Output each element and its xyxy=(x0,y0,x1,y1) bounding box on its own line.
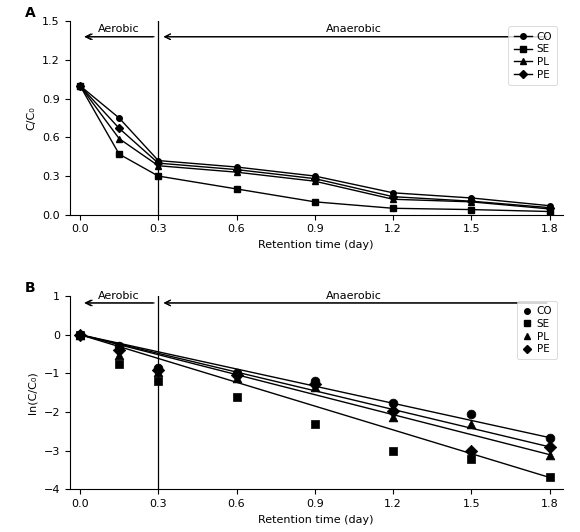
Point xyxy=(154,364,163,372)
Text: Aerobic: Aerobic xyxy=(99,24,140,34)
PE xyxy=(155,160,162,167)
Point xyxy=(545,451,554,459)
Point xyxy=(75,330,85,339)
CO xyxy=(546,203,553,209)
X-axis label: Retention time (day): Retention time (day) xyxy=(258,240,374,250)
PL xyxy=(546,206,553,212)
Line: PE: PE xyxy=(77,83,552,211)
Line: PL: PL xyxy=(77,83,552,212)
Legend: CO, SE, PL, PE: CO, SE, PL, PE xyxy=(517,301,557,360)
PL xyxy=(468,198,475,205)
Point xyxy=(310,377,320,385)
Point xyxy=(75,330,85,339)
Point xyxy=(389,412,398,421)
SE xyxy=(155,173,162,179)
Point xyxy=(114,342,124,350)
Point xyxy=(75,330,85,339)
Point xyxy=(389,446,398,455)
Point xyxy=(389,399,398,408)
PE xyxy=(390,194,397,200)
Point xyxy=(467,419,476,428)
SE xyxy=(77,82,84,89)
PL xyxy=(77,82,84,89)
PL xyxy=(115,136,122,142)
Text: Aerobic: Aerobic xyxy=(99,291,140,301)
PE xyxy=(115,125,122,131)
Text: Anaerobic: Anaerobic xyxy=(326,24,382,34)
Point xyxy=(310,419,320,428)
Text: Anaerobic: Anaerobic xyxy=(326,291,382,301)
Line: SE: SE xyxy=(77,83,552,214)
Point xyxy=(75,330,85,339)
SE xyxy=(468,206,475,213)
CO xyxy=(311,173,318,179)
PE xyxy=(233,167,240,173)
PE xyxy=(468,198,475,204)
PL xyxy=(311,178,318,185)
SE xyxy=(546,209,553,215)
CO xyxy=(115,115,122,121)
Point xyxy=(232,371,241,379)
Point xyxy=(545,434,554,442)
Point xyxy=(114,351,124,359)
Point xyxy=(310,383,320,391)
SE xyxy=(233,186,240,192)
PL xyxy=(155,163,162,169)
Point xyxy=(467,446,476,455)
CO xyxy=(155,157,162,164)
PE xyxy=(546,204,553,211)
Point xyxy=(545,473,554,481)
Point xyxy=(154,366,163,375)
Point xyxy=(154,377,163,385)
PE xyxy=(77,82,84,89)
Text: A: A xyxy=(26,6,36,20)
Point xyxy=(154,368,163,377)
Legend: CO, SE, PL, PE: CO, SE, PL, PE xyxy=(509,27,557,85)
Point xyxy=(232,369,241,377)
Point xyxy=(467,409,476,418)
Point xyxy=(232,373,241,382)
Y-axis label: C/C₀: C/C₀ xyxy=(27,106,37,130)
CO xyxy=(77,82,84,89)
Y-axis label: ln(C/C₀): ln(C/C₀) xyxy=(28,371,38,414)
Point xyxy=(114,346,124,354)
PL xyxy=(390,196,397,203)
CO xyxy=(233,164,240,170)
Point xyxy=(232,393,241,401)
CO xyxy=(468,195,475,201)
Point xyxy=(389,406,398,415)
SE xyxy=(311,198,318,205)
X-axis label: Retention time (day): Retention time (day) xyxy=(258,515,374,525)
Point xyxy=(114,360,124,368)
PE xyxy=(311,176,318,182)
PL xyxy=(233,169,240,176)
CO xyxy=(390,189,397,196)
Point xyxy=(310,379,320,388)
Line: CO: CO xyxy=(77,83,552,209)
Point xyxy=(467,455,476,463)
Point xyxy=(545,443,554,451)
SE xyxy=(390,205,397,212)
SE xyxy=(115,151,122,157)
Text: B: B xyxy=(26,280,36,295)
